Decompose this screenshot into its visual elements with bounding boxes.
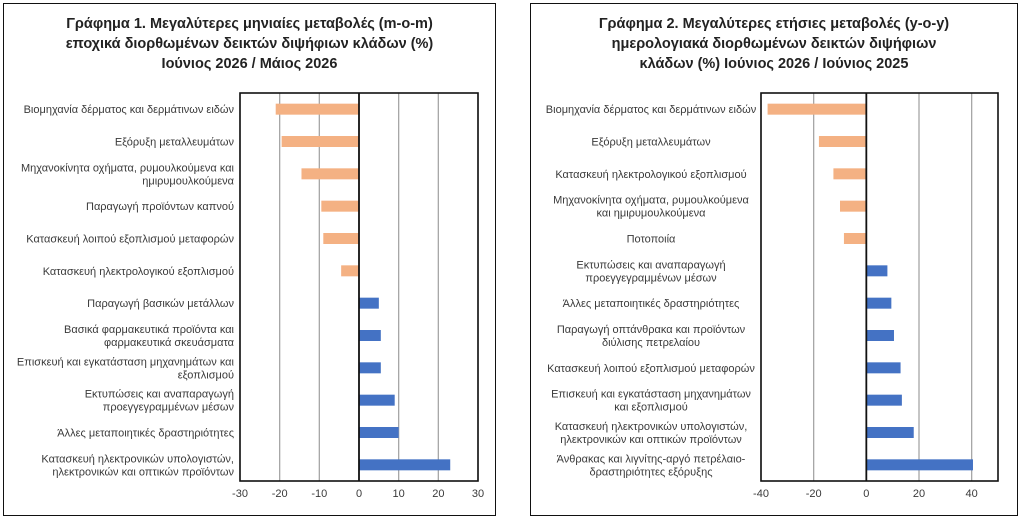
category-label: Κατασκευή ηλεκτρονικών υπολογιστών, <box>555 421 748 433</box>
category-label: Ποτοποιία <box>627 234 676 246</box>
category-label: Εξόρυξη μεταλλευμάτων <box>591 137 711 149</box>
category-label: Κατασκευή λοιπού εξοπλισμού μεταφορών <box>26 234 234 246</box>
category-label: ηλεκτρονικών και οπτικών προϊόντων <box>560 434 742 446</box>
tick-label: -30 <box>232 488 248 500</box>
category-label: Παραγωγή βασικών μετάλλων <box>87 298 234 310</box>
tick-label: 0 <box>863 488 869 500</box>
bar <box>866 459 973 471</box>
category-label: Επισκευή και εγκατάσταση μηχανημάτων και <box>17 356 235 368</box>
bar <box>840 200 867 212</box>
category-label: Μηχανοκίνητα οχήματα, ρυμουλκούμενα και <box>21 162 235 174</box>
chart-title: Γράφημα 2. Μεγαλύτερες ετήσιες μεταβολές… <box>598 16 950 72</box>
bar <box>866 265 888 277</box>
plot-frame <box>760 92 999 482</box>
bar <box>359 394 395 406</box>
category-label: εξοπλισμού <box>178 369 234 381</box>
bar-chart-2: Βιομηχανία δέρματος και δερμάτινων ειδών… <box>546 92 999 500</box>
tick-label: 40 <box>966 488 978 500</box>
bar <box>359 330 381 341</box>
bar <box>866 362 901 374</box>
bar <box>341 265 359 277</box>
bar <box>359 459 451 471</box>
bar <box>866 427 914 438</box>
category-label: Εκτυπώσεις και αναπαραγωγή <box>85 389 234 401</box>
category-label: Άνθρακας και λιγνίτης-αργό πετρέλαιο- <box>557 453 746 465</box>
bar <box>323 233 359 244</box>
category-label: Βασικά φαρμακευτικά προϊόντα και <box>64 324 235 336</box>
bar <box>866 330 894 341</box>
tick-label: 20 <box>432 488 444 500</box>
chart-panel-1: Γράφημα 1. Μεγαλύτερες μηνιαίες μεταβολέ… <box>3 3 496 516</box>
bar <box>275 103 359 115</box>
category-label: διύλισης πετρελαίου <box>602 337 700 349</box>
tick-label: -40 <box>753 488 769 500</box>
category-label: προεγγεγραμμένων μέσων <box>585 272 717 284</box>
category-label: Κατασκευή λοιπού εξοπλισμού μεταφορών <box>547 363 755 375</box>
bar <box>866 297 892 309</box>
bar <box>818 136 867 147</box>
tick-label: 0 <box>356 488 362 500</box>
category-label: Κατασκευή ηλεκτρολογικού εξοπλισμού <box>43 266 234 278</box>
category-label: και εξοπλισμού <box>614 402 688 414</box>
bar <box>767 103 867 115</box>
tick-label: 30 <box>472 488 484 500</box>
chart-title: Γράφημα 1. Μεγαλύτερες μηνιαίες μεταβολέ… <box>65 16 434 72</box>
category-label: Εκτυπώσεις και αναπαραγωγή <box>576 259 725 271</box>
category-label: Παραγωγή προϊόντων καπνού <box>86 201 234 213</box>
category-label: Βιομηχανία δέρματος και δερμάτινων ειδών <box>24 104 235 116</box>
category-label: Μηχανοκίνητα οχήματα, ρυμουλκούμενα <box>553 195 749 207</box>
category-label: Κατασκευή ηλεκτρολογικού εξοπλισμού <box>555 169 746 181</box>
bar <box>321 200 359 212</box>
category-label: Εξόρυξη μεταλλευμάτων <box>115 137 235 149</box>
tick-label: 10 <box>393 488 405 500</box>
bar <box>843 233 867 244</box>
category-label: και ημιρυμουλκούμενα <box>597 208 707 220</box>
tick-label: -10 <box>311 488 327 500</box>
bar <box>359 362 381 374</box>
category-label: προεγγεγραμμένων μέσων <box>103 402 235 414</box>
category-label: Άλλες μεταποιητικές δραστηριότητες <box>57 428 234 440</box>
bar <box>359 427 399 438</box>
bar <box>301 168 359 180</box>
category-label: φαρμακευτικά σκευάσματα <box>104 337 235 349</box>
category-label: Άλλες μεταποιητικές δραστηριότητες <box>563 298 740 310</box>
category-label: Κατασκευή ηλεκτρονικών υπολογιστών, <box>41 453 234 465</box>
category-label: δραστηριότητες εξόρυξης <box>590 466 713 478</box>
bar <box>281 136 359 147</box>
bar-chart-1: Βιομηχανία δέρματος και δερμάτινων ειδών… <box>17 92 484 500</box>
bar <box>866 394 902 406</box>
tick-label: 20 <box>913 488 925 500</box>
category-label: Βιομηχανία δέρματος και δερμάτινων ειδών <box>546 104 757 116</box>
category-label: Παραγωγή οπτάνθρακα και προϊόντων <box>557 324 746 336</box>
category-label: ηλεκτρονικών και οπτικών προϊόντων <box>52 466 234 478</box>
chart-panel-2: Γράφημα 2. Μεγαλύτερες ετήσιες μεταβολές… <box>530 3 1018 516</box>
category-label: Επισκευή και εγκατάσταση μηχανημάτων <box>551 389 751 401</box>
bar <box>833 168 867 180</box>
tick-label: -20 <box>272 488 288 500</box>
tick-label: -20 <box>806 488 822 500</box>
category-label: ημιρυμουλκούμενα <box>142 175 234 187</box>
bar <box>359 297 379 309</box>
